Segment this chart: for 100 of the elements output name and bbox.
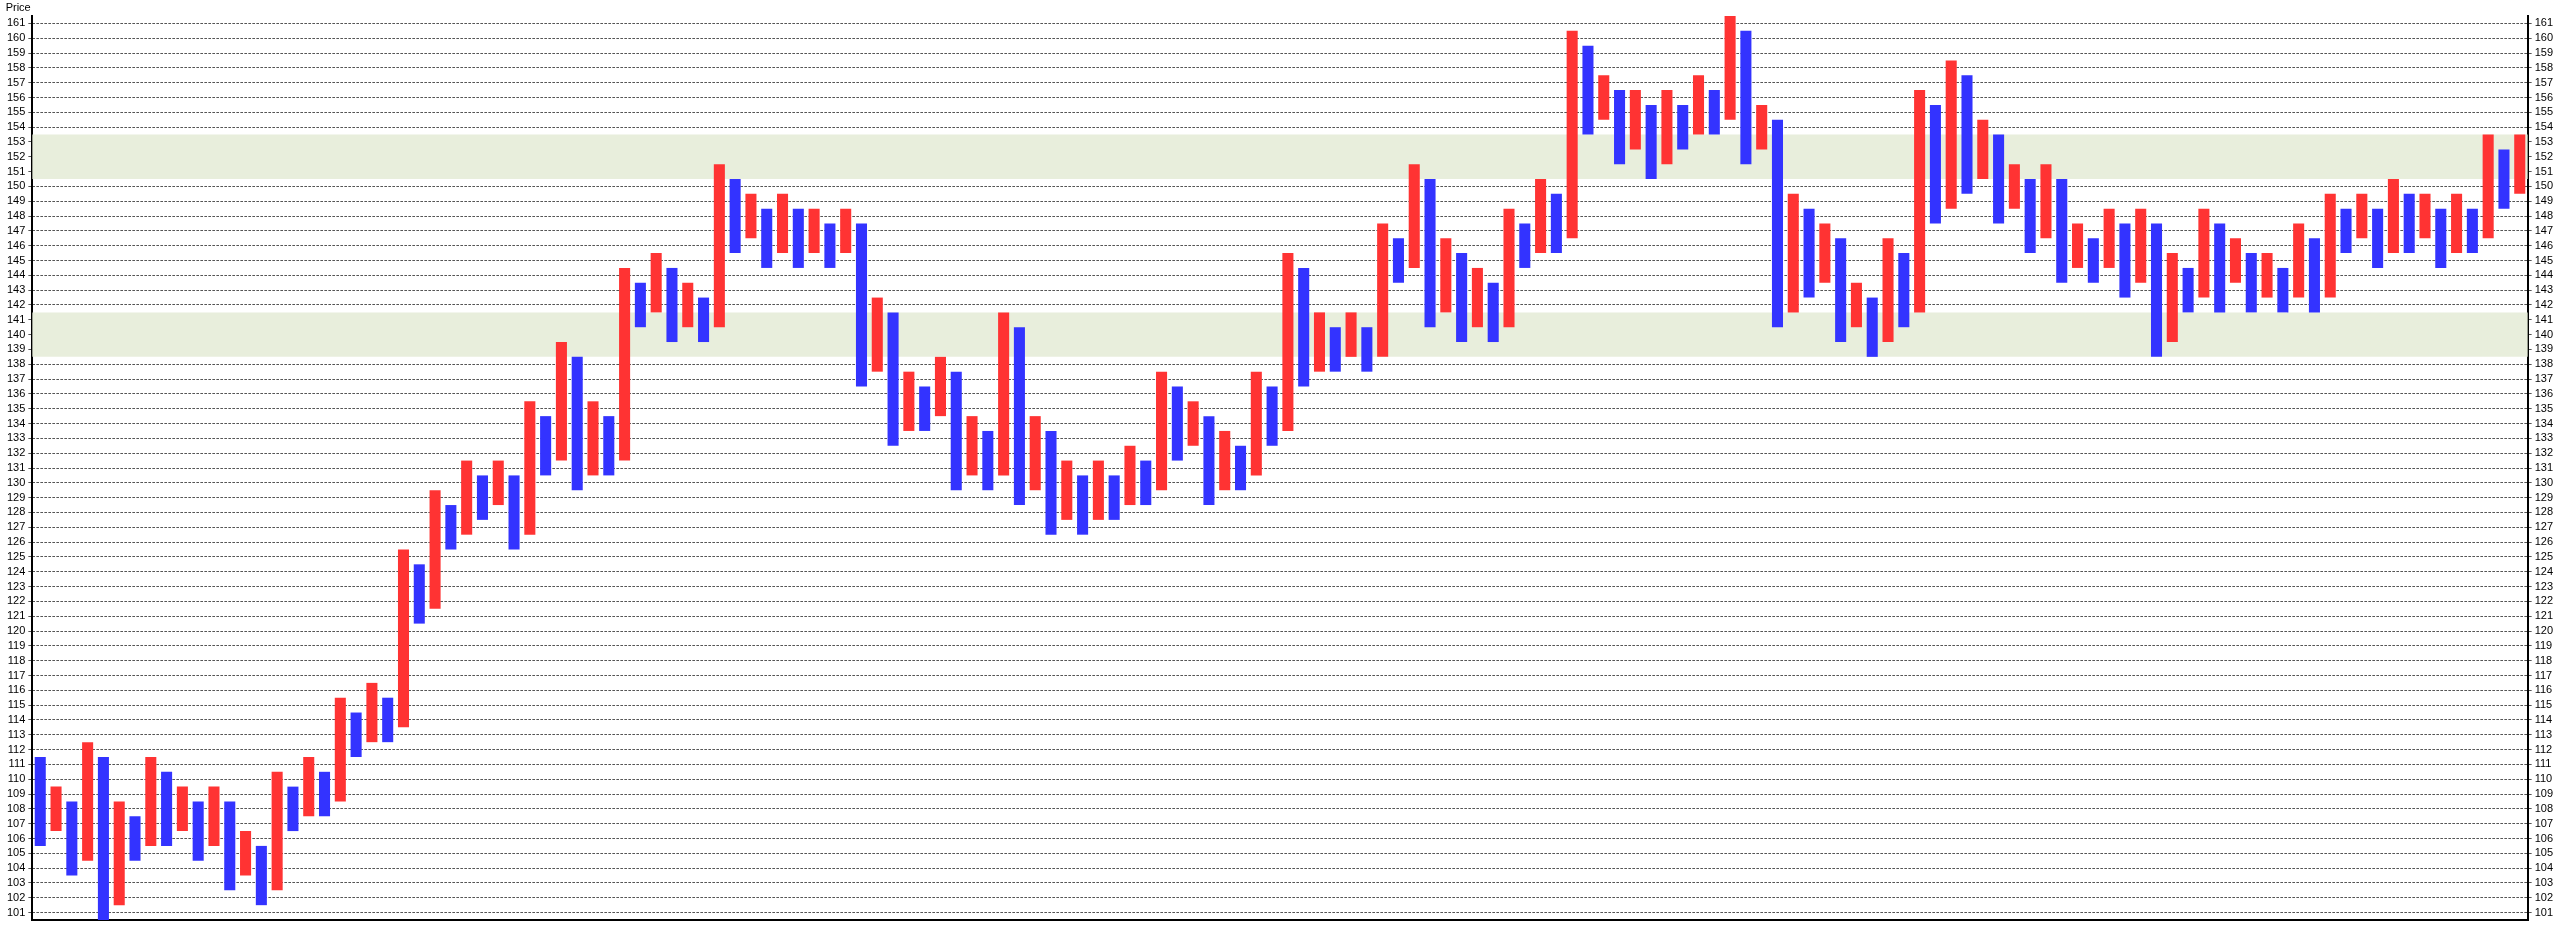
y2-tick-label: 159: [2534, 46, 2554, 59]
bar: [1835, 238, 1847, 343]
bar: [2340, 208, 2352, 254]
y-tick-label: 125: [6, 549, 26, 562]
bar: [776, 193, 789, 254]
y-tick-label: 157: [6, 75, 26, 88]
bar: [2451, 193, 2463, 254]
y2-tick-label: 116: [2534, 683, 2553, 696]
bar: [2403, 193, 2415, 254]
bar: [1566, 30, 1578, 239]
bar: [2150, 223, 2163, 357]
y-tick-label: 160: [6, 31, 26, 44]
y-tick-label: 156: [6, 90, 26, 103]
bar: [1661, 90, 1673, 165]
y2-tick-label: 151: [2534, 164, 2554, 177]
y-tick-label: 120: [6, 624, 26, 637]
bar: [1029, 416, 1041, 491]
y-tick-label: 110: [7, 772, 26, 785]
bar: [255, 845, 267, 906]
y-tick-label: 155: [6, 105, 26, 118]
y-tick-label: 106: [6, 831, 26, 844]
bar: [1045, 430, 1057, 535]
bar: [1377, 223, 1389, 357]
bar: [2308, 238, 2320, 313]
y-tick-label: 109: [6, 787, 26, 800]
y2-tick-label: 118: [2534, 653, 2553, 666]
y-tick-label: 129: [6, 490, 26, 503]
y-tick-label: 105: [6, 846, 26, 859]
bar: [1598, 75, 1610, 120]
y2-tick-label: 150: [2534, 179, 2554, 192]
y2-tick-label: 112: [2534, 742, 2553, 755]
bar: [271, 771, 283, 891]
bar: [334, 697, 346, 802]
y2-tick-label: 142: [2534, 298, 2554, 311]
bar: [1392, 238, 1404, 283]
y-tick-label: 142: [6, 298, 26, 311]
y-tick-label: 138: [6, 357, 26, 370]
bar: [2466, 208, 2478, 254]
bar: [82, 742, 94, 861]
y-tick-label: 126: [6, 535, 26, 548]
bar: [176, 786, 188, 832]
bar: [192, 801, 204, 861]
bar: [34, 756, 46, 846]
y2-tick-label: 117: [2534, 668, 2553, 681]
bar: [1250, 371, 1262, 476]
bar: [1550, 193, 1562, 254]
y2-tick-label: 126: [2534, 535, 2554, 548]
bar: [2182, 267, 2194, 313]
bar: [2372, 208, 2384, 268]
bar: [1645, 104, 1657, 180]
y2-tick-label: 114: [2534, 712, 2553, 725]
y2-tick-label: 121: [2534, 609, 2554, 622]
y2-tick-label: 134: [2534, 416, 2554, 429]
bar: [919, 386, 931, 431]
bar: [161, 771, 173, 846]
bar: [1061, 460, 1073, 520]
y-tick-label: 122: [6, 594, 26, 607]
y2-tick-label: 122: [2534, 594, 2554, 607]
bar: [2261, 253, 2273, 298]
y2-tick-label: 158: [2534, 60, 2554, 73]
bar: [2514, 134, 2526, 194]
bar: [792, 208, 804, 268]
bar: [682, 282, 694, 328]
y-tick-label: 123: [6, 579, 26, 592]
bar: [1329, 327, 1341, 372]
bar: [1771, 119, 1784, 328]
y2-tick-label: 138: [2534, 357, 2554, 370]
y2-tick-label: 107: [2534, 816, 2554, 829]
bar: [1866, 297, 1878, 357]
y-tick-label: 107: [6, 816, 26, 829]
bar: [1898, 253, 1910, 328]
y2-tick-label: 113: [2534, 727, 2553, 740]
y-tick-label: 113: [7, 727, 26, 740]
bar: [2214, 223, 2226, 313]
bar: [1298, 267, 1310, 387]
y2-tick-label: 135: [2534, 401, 2554, 414]
bar: [761, 208, 773, 268]
bar: [1945, 60, 1957, 209]
bar: [2482, 134, 2494, 239]
bar: [145, 756, 157, 846]
bar: [1440, 238, 1452, 313]
y-tick-label: 103: [6, 875, 26, 888]
y-tick-label: 147: [6, 223, 26, 236]
bar: [871, 297, 883, 372]
bar: [208, 786, 220, 846]
y2-tick-label: 154: [2534, 120, 2554, 133]
y2-tick-label: 101: [2534, 905, 2554, 918]
y-tick-label: 108: [6, 801, 26, 814]
y-tick-label: 102: [6, 890, 26, 903]
y-tick-label: 116: [7, 683, 26, 696]
y2-tick-label: 143: [2534, 283, 2554, 296]
y2-tick-label: 147: [2534, 223, 2554, 236]
bar: [1724, 16, 1736, 120]
bar: [2387, 179, 2399, 254]
bar: [1787, 193, 1799, 313]
y-tick-label: 151: [6, 164, 26, 177]
y2-tick-label: 141: [2534, 312, 2554, 325]
bar: [1456, 253, 1468, 343]
y-tick-label: 135: [6, 401, 26, 414]
bar: [1156, 371, 1168, 491]
